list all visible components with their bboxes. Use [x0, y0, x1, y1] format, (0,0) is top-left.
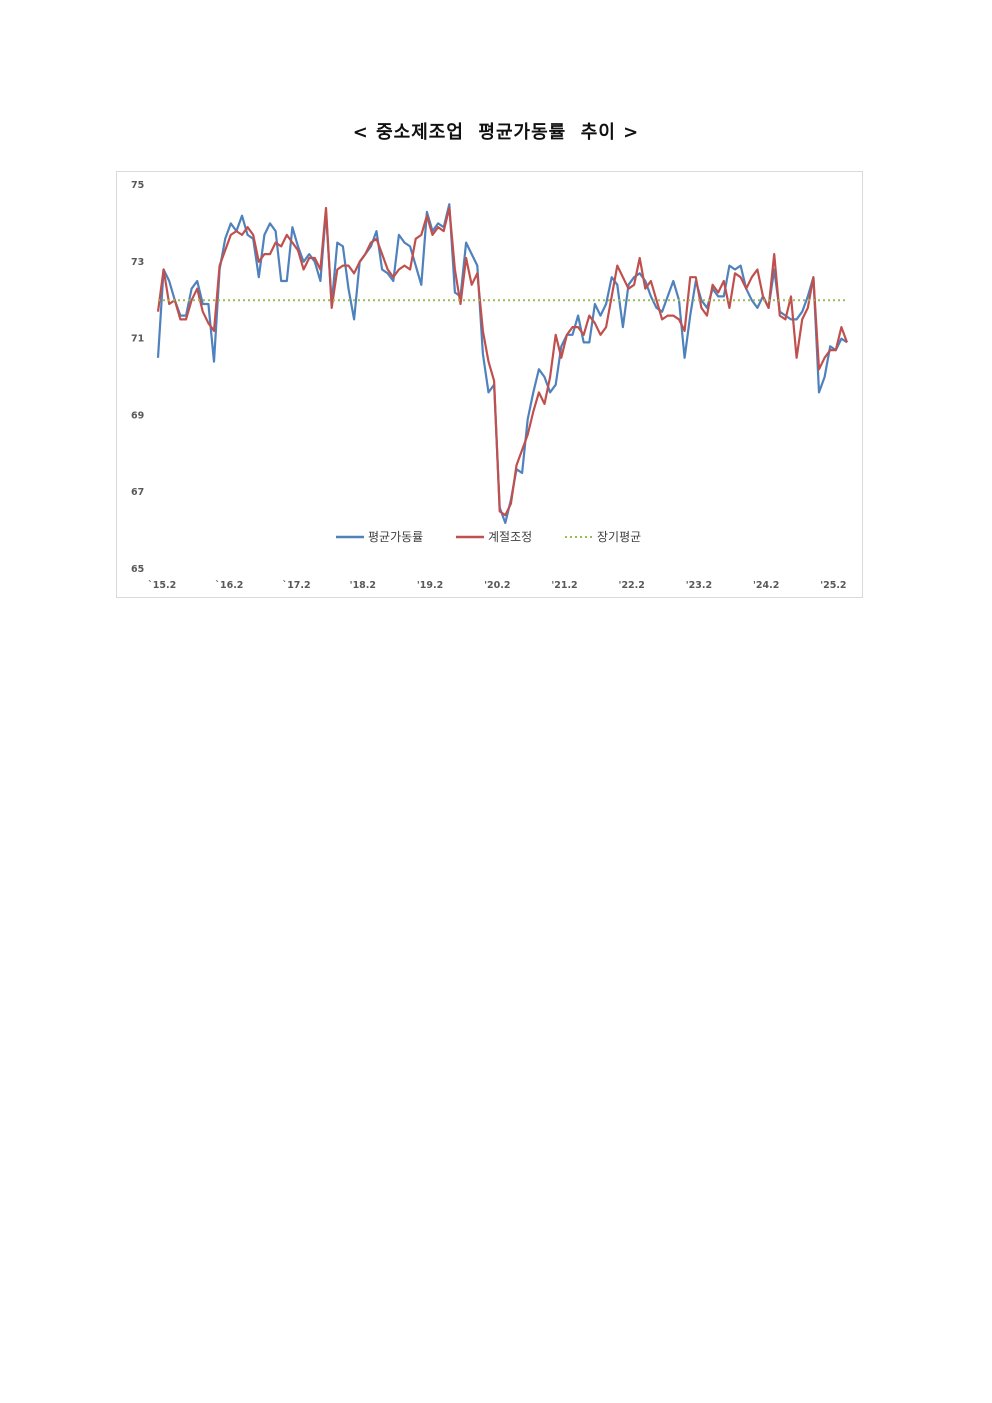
legend-label: 장기평균	[597, 530, 641, 544]
series-line-1	[156, 203, 848, 524]
x-tick-label: '25.2	[820, 580, 846, 591]
y-tick-label: 75	[131, 180, 144, 191]
x-tick-label: '19.2	[417, 580, 443, 591]
x-tick-label: '20.2	[484, 580, 510, 591]
y-tick-label: 65	[131, 564, 144, 575]
y-axis-ticks: 75 73 71 69 67 65	[131, 180, 144, 575]
x-tick-label: `15.2	[148, 580, 176, 591]
x-tick-label: '23.2	[686, 580, 712, 591]
legend: 평균가동률 계절조정 장기평균	[336, 530, 641, 544]
legend-label: 계절조정	[488, 530, 532, 544]
x-tick-label: `17.2	[282, 580, 310, 591]
y-tick-label: 69	[131, 410, 144, 421]
x-tick-label: `16.2	[215, 580, 243, 591]
x-tick-label: '21.2	[551, 580, 577, 591]
y-tick-label: 71	[131, 334, 144, 345]
series-lines	[156, 203, 849, 524]
legend-label: 평균가동률	[368, 530, 423, 544]
chart-frame: 75 73 71 69 67 65 `15.2 `16.2 `17.2 '18.2 '19.2 '2…	[116, 171, 863, 598]
y-tick-label: 73	[131, 257, 144, 268]
line-chart: 75 73 71 69 67 65 `15.2 `16.2 `17.2 '18.2 '19.2 '2…	[131, 180, 849, 591]
series-line-2	[156, 206, 849, 517]
x-tick-label: '22.2	[619, 580, 645, 591]
x-axis-ticks: `15.2 `16.2 `17.2 '18.2 '19.2 '20.2 '21.2 '22.2…	[148, 580, 847, 591]
y-tick-label: 67	[131, 487, 144, 498]
x-tick-label: '24.2	[753, 580, 779, 591]
x-tick-label: '18.2	[350, 580, 376, 591]
chart-title: < 중소제조업 평균가동률 추이 >	[352, 122, 640, 143]
